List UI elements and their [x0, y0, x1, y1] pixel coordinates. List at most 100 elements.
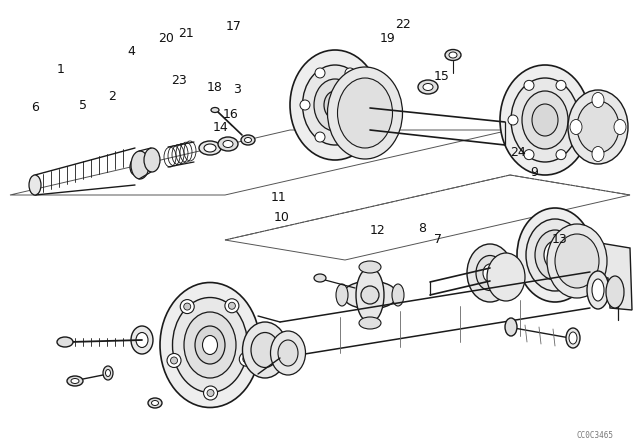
Ellipse shape [243, 322, 287, 378]
Text: 10: 10 [274, 211, 289, 224]
Ellipse shape [445, 49, 461, 60]
Ellipse shape [361, 286, 379, 304]
Text: 21: 21 [178, 27, 193, 40]
Ellipse shape [144, 148, 160, 172]
Ellipse shape [449, 52, 457, 58]
Circle shape [207, 389, 214, 396]
Ellipse shape [223, 141, 233, 147]
Ellipse shape [337, 78, 392, 148]
Ellipse shape [103, 366, 113, 380]
Circle shape [345, 68, 355, 78]
Ellipse shape [483, 264, 497, 282]
Text: 3: 3 [233, 83, 241, 96]
Ellipse shape [106, 370, 111, 376]
Ellipse shape [173, 297, 248, 392]
Circle shape [204, 386, 218, 400]
Circle shape [239, 352, 253, 366]
Text: 16: 16 [223, 108, 238, 121]
Ellipse shape [244, 138, 252, 142]
Ellipse shape [184, 312, 236, 378]
Ellipse shape [592, 146, 604, 161]
Text: 9: 9 [531, 166, 538, 179]
Ellipse shape [587, 271, 609, 309]
Circle shape [524, 150, 534, 159]
Circle shape [360, 100, 370, 110]
Text: 2: 2 [108, 90, 116, 103]
Ellipse shape [314, 79, 356, 131]
Ellipse shape [517, 208, 593, 302]
Circle shape [556, 150, 566, 159]
Ellipse shape [555, 234, 599, 288]
Ellipse shape [199, 141, 221, 155]
Ellipse shape [606, 276, 624, 308]
Circle shape [184, 303, 191, 310]
Text: 5: 5 [79, 99, 87, 112]
Ellipse shape [511, 78, 579, 162]
Ellipse shape [303, 65, 367, 145]
Ellipse shape [423, 83, 433, 90]
Circle shape [225, 299, 239, 313]
Ellipse shape [577, 101, 619, 153]
Ellipse shape [392, 284, 404, 306]
Circle shape [228, 302, 236, 309]
Text: 24: 24 [511, 146, 526, 159]
Ellipse shape [547, 224, 607, 298]
Ellipse shape [271, 331, 305, 375]
Text: 6: 6 [31, 101, 39, 114]
Ellipse shape [324, 91, 346, 119]
Ellipse shape [613, 293, 623, 300]
Ellipse shape [522, 91, 568, 149]
Circle shape [556, 80, 566, 90]
Ellipse shape [241, 135, 255, 145]
Ellipse shape [356, 267, 384, 323]
Ellipse shape [505, 318, 517, 336]
Text: 7: 7 [435, 233, 442, 246]
Ellipse shape [570, 120, 582, 134]
Circle shape [180, 300, 194, 314]
Ellipse shape [592, 279, 604, 301]
Ellipse shape [328, 67, 403, 159]
Ellipse shape [568, 90, 628, 164]
Ellipse shape [359, 261, 381, 273]
Ellipse shape [535, 230, 575, 280]
Ellipse shape [592, 92, 604, 108]
Text: 1: 1 [57, 63, 65, 76]
Ellipse shape [544, 241, 566, 269]
Ellipse shape [359, 317, 381, 329]
Text: 14: 14 [213, 121, 228, 134]
Circle shape [508, 115, 518, 125]
Polygon shape [580, 240, 632, 310]
Circle shape [300, 100, 310, 110]
Text: 22: 22 [396, 18, 411, 31]
Ellipse shape [131, 326, 153, 354]
Circle shape [345, 132, 355, 142]
Ellipse shape [152, 401, 159, 405]
Ellipse shape [500, 65, 590, 175]
Ellipse shape [148, 398, 162, 408]
Text: 8: 8 [419, 222, 426, 235]
Ellipse shape [566, 328, 580, 348]
Ellipse shape [476, 255, 504, 290]
Text: CC0C3465: CC0C3465 [577, 431, 614, 439]
Ellipse shape [487, 253, 525, 301]
Circle shape [524, 80, 534, 90]
Ellipse shape [532, 104, 558, 136]
Text: 17: 17 [226, 20, 241, 34]
Ellipse shape [314, 274, 326, 282]
Ellipse shape [342, 281, 397, 309]
Ellipse shape [195, 326, 225, 364]
Text: 4: 4 [127, 45, 135, 58]
Circle shape [243, 356, 250, 363]
Circle shape [170, 357, 177, 364]
Ellipse shape [211, 108, 219, 112]
Ellipse shape [614, 120, 626, 134]
Text: 15: 15 [434, 69, 449, 83]
Ellipse shape [336, 284, 348, 306]
Ellipse shape [136, 332, 148, 348]
Circle shape [572, 115, 582, 125]
Ellipse shape [467, 244, 513, 302]
Text: 19: 19 [380, 31, 395, 45]
Text: 11: 11 [271, 190, 286, 204]
Text: 13: 13 [552, 233, 568, 246]
Circle shape [167, 353, 181, 367]
